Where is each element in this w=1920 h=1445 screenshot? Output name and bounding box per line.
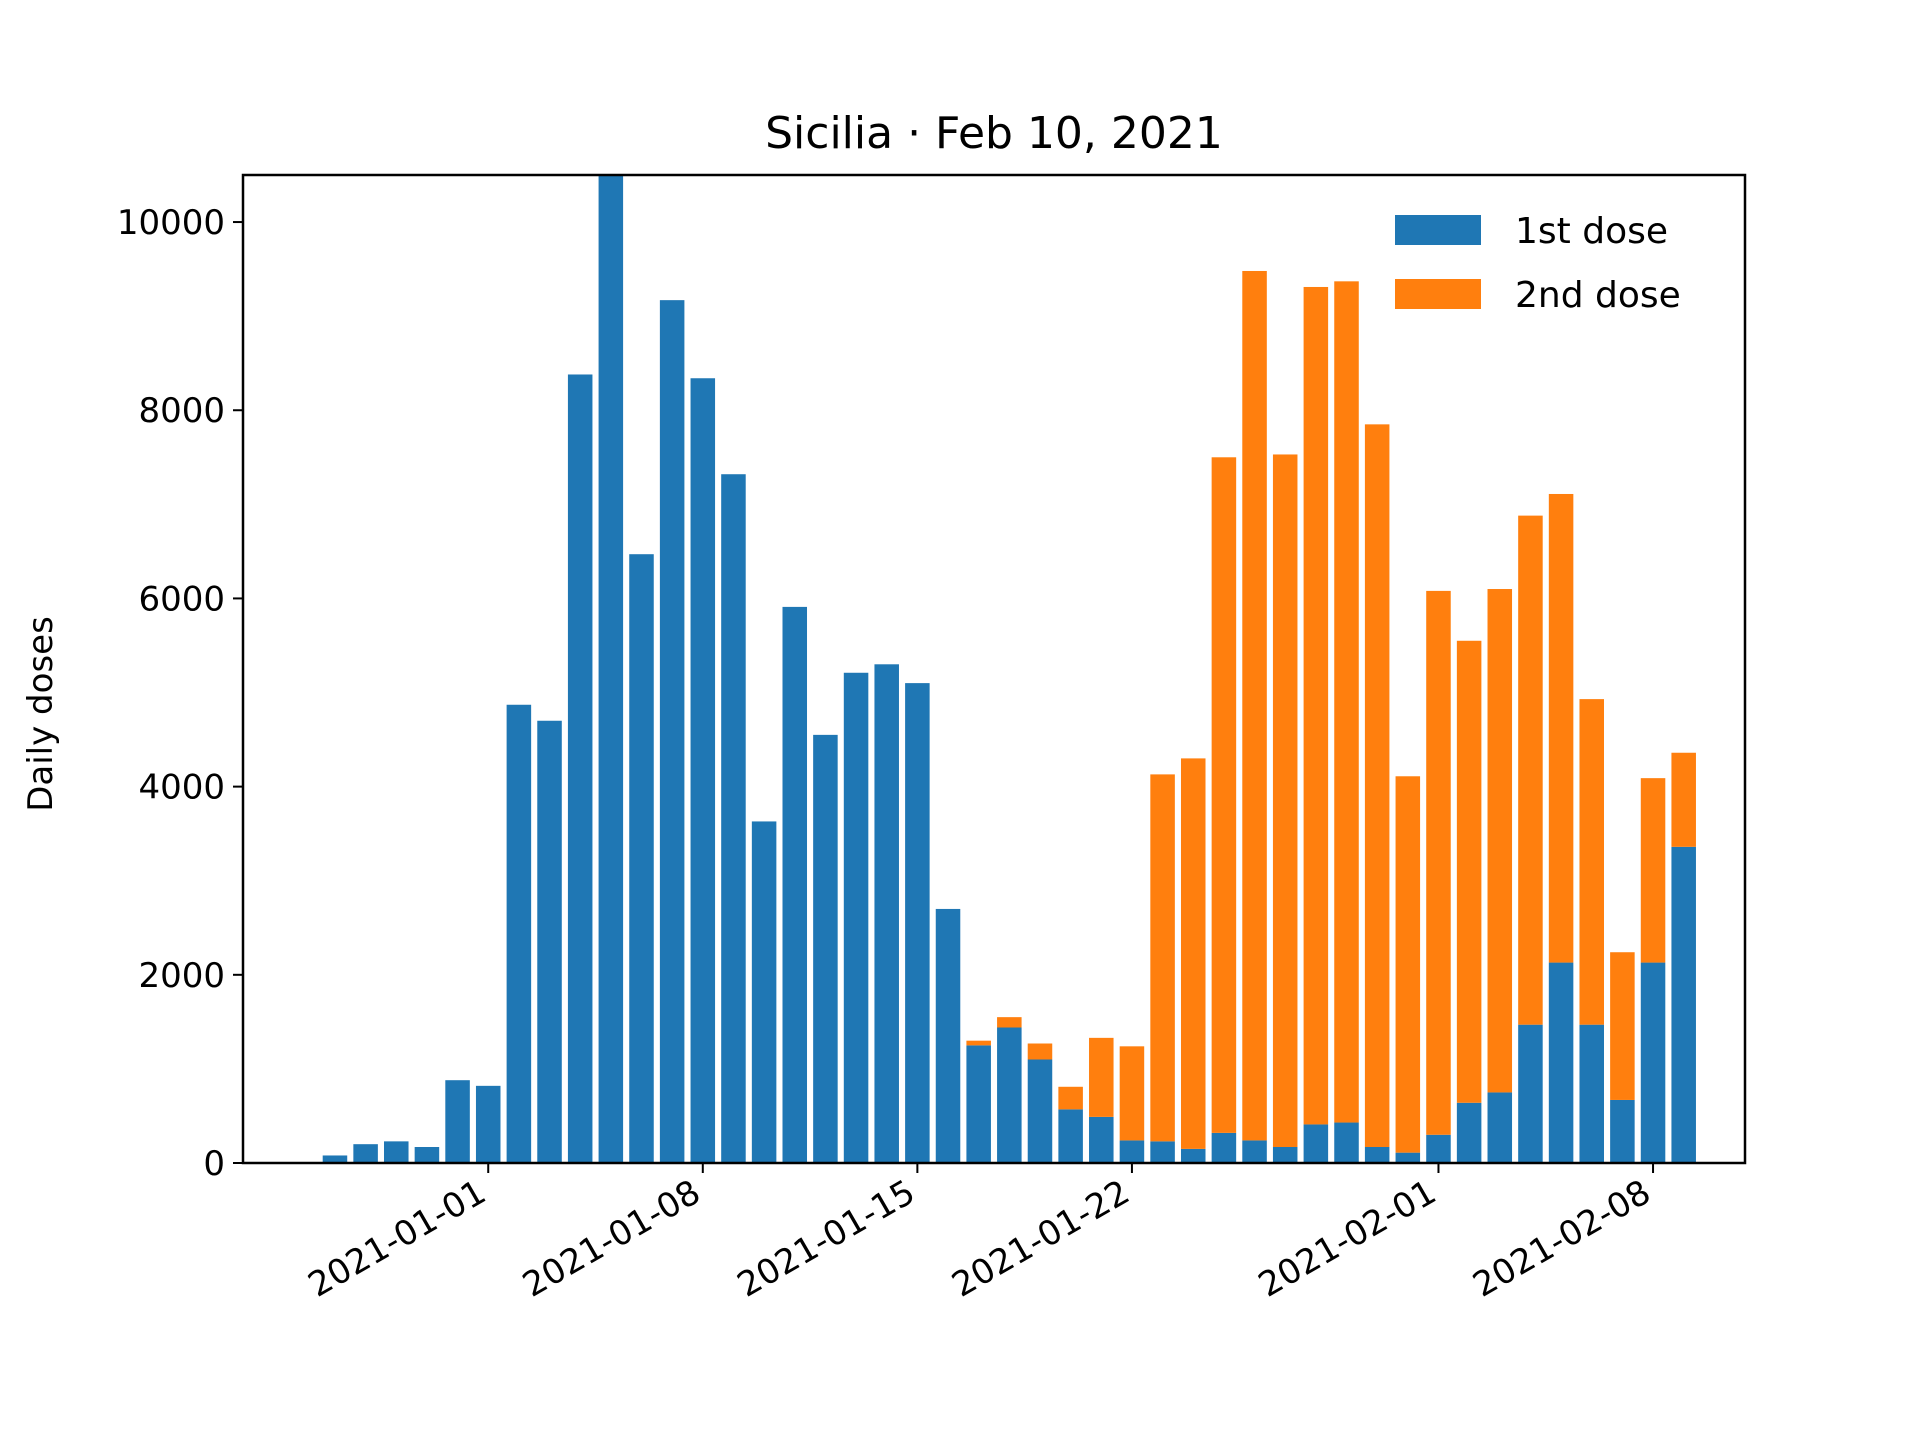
bar-2nd-dose [1211, 457, 1237, 1133]
bar-2nd-dose [1272, 454, 1298, 1148]
bar-1st-dose [935, 908, 961, 1163]
bar-1st-dose [1272, 1147, 1298, 1163]
bar-2nd-dose [1579, 699, 1604, 1025]
bar-2nd-dose [1640, 778, 1666, 963]
bar-1st-dose [813, 734, 838, 1163]
x-tick-label: 2021-02-01 [1252, 1172, 1443, 1305]
bar-1st-dose [1334, 1122, 1359, 1163]
x-tick-label: 2021-01-08 [516, 1172, 707, 1305]
bar-2nd-dose [1180, 758, 1206, 1149]
bar-1st-dose [1395, 1152, 1421, 1163]
bar-1st-dose [905, 683, 930, 1163]
bar-2nd-dose [1334, 281, 1359, 1123]
bar-1st-dose [353, 1144, 378, 1163]
bar-2nd-dose [1671, 752, 1696, 847]
y-tick-label: 4000 [138, 768, 225, 808]
y-tick-label: 2000 [138, 956, 225, 996]
x-tick-label: 2021-01-01 [302, 1172, 493, 1305]
bar-1st-dose [537, 720, 562, 1163]
x-axis: 2021-01-01 2021-01-08 2021-01-15 2021-01-22… [302, 1163, 1658, 1306]
legend-swatch [1395, 215, 1481, 245]
y-tick-label: 8000 [138, 391, 225, 431]
bar-1st-dose [1119, 1140, 1145, 1163]
y-axis-label: Daily doses [21, 616, 61, 812]
bar-1st-dose [384, 1141, 409, 1163]
legend-swatch [1395, 279, 1481, 309]
bar-2nd-dose [1027, 1043, 1053, 1060]
y-tick-label: 0 [203, 1144, 225, 1184]
bar-2nd-dose [1089, 1037, 1114, 1117]
bar-1st-dose [1242, 1140, 1267, 1163]
bar-1st-dose [1211, 1132, 1237, 1163]
bar-1st-dose [721, 474, 746, 1163]
bar-1st-dose [1456, 1102, 1482, 1163]
bar-2nd-dose [1487, 589, 1513, 1093]
bar-1st-dose [445, 1080, 470, 1163]
bar-1st-dose [966, 1045, 991, 1163]
bar-1st-dose [506, 704, 532, 1163]
bar-1st-dose [843, 672, 869, 1163]
bar-1st-dose [629, 554, 654, 1163]
x-tick-label: 2021-01-22 [945, 1172, 1136, 1305]
bar-1st-dose [1640, 962, 1666, 1163]
bar-1st-dose [751, 821, 777, 1163]
bar-2nd-dose [1548, 493, 1574, 963]
x-tick-label: 2021-01-15 [731, 1172, 922, 1305]
bar-1st-dose [782, 606, 808, 1163]
bar-2nd-dose [1518, 515, 1543, 1025]
bar-1st-dose [1579, 1024, 1604, 1163]
bar-1st-dose [1610, 1099, 1635, 1163]
bar-2nd-dose [1303, 286, 1329, 1125]
bar-1st-dose [414, 1147, 440, 1163]
bar-1st-dose [1058, 1109, 1083, 1163]
bar-2nd-dose [1150, 774, 1175, 1142]
bar-1st-dose [1027, 1059, 1053, 1163]
bar-1st-dose [1671, 846, 1696, 1163]
bar-1st-dose [1426, 1134, 1451, 1163]
bar-2nd-dose [966, 1040, 991, 1046]
bar-1st-dose [659, 300, 685, 1163]
bar-2nd-dose [1395, 776, 1421, 1153]
bar-2nd-dose [1119, 1046, 1145, 1141]
bar-1st-dose [997, 1027, 1022, 1163]
bar-1st-dose [1089, 1116, 1114, 1163]
bar-1st-dose [690, 378, 716, 1163]
bar-1st-dose [874, 664, 899, 1163]
bar-2nd-dose [1058, 1086, 1083, 1110]
y-tick-label: 10000 [117, 203, 225, 243]
bar-1st-dose [322, 1155, 348, 1163]
bar-2nd-dose [1456, 640, 1482, 1103]
chart-title: Sicilia · Feb 10, 2021 [765, 108, 1223, 159]
plot-frame [241, 173, 1747, 1165]
y-axis: 0 2000 4000 6000 8000 10000 [117, 203, 243, 1184]
bar-1st-dose [567, 374, 593, 1163]
bar-1st-dose [1487, 1092, 1513, 1163]
bars-group [322, 175, 1696, 1163]
legend-label: 1st dose [1515, 211, 1668, 252]
y-tick-label: 6000 [138, 579, 225, 619]
bar-1st-dose [1548, 962, 1574, 1163]
bar-1st-dose [1364, 1147, 1390, 1163]
legend: 1st dose 2nd dose [1395, 211, 1681, 316]
bar-1st-dose [475, 1085, 501, 1163]
bar-2nd-dose [1610, 952, 1635, 1100]
bar-2nd-dose [1426, 590, 1451, 1135]
bar-1st-dose [1518, 1024, 1543, 1163]
bar-1st-dose [598, 175, 624, 1163]
x-tick-label: 2021-02-08 [1466, 1172, 1657, 1305]
bar-2nd-dose [1364, 424, 1390, 1148]
bar-1st-dose [1150, 1141, 1175, 1163]
bar-1st-dose [1180, 1148, 1206, 1163]
bar-2nd-dose [997, 1017, 1022, 1028]
legend-label: 2nd dose [1515, 275, 1681, 316]
bar-2nd-dose [1242, 270, 1267, 1141]
bar-1st-dose [1303, 1124, 1329, 1163]
